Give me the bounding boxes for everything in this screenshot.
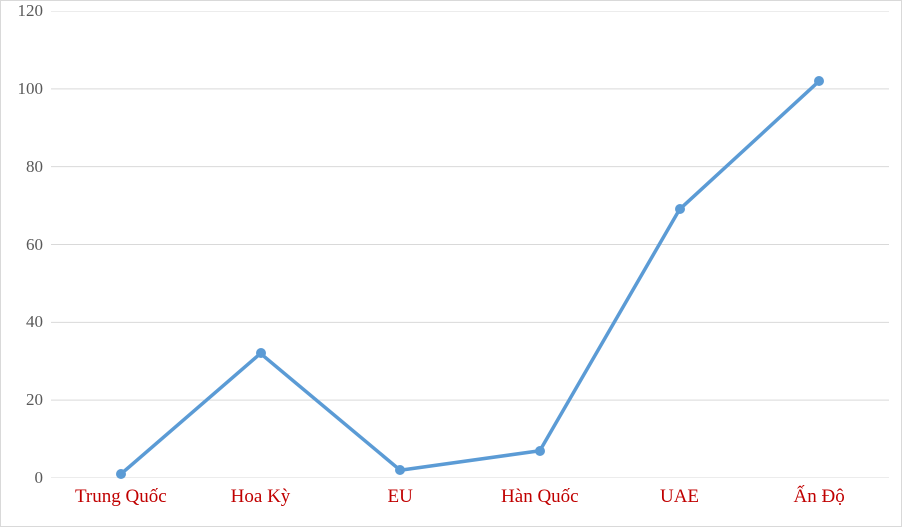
data-marker bbox=[675, 204, 685, 214]
ytick-label: 20 bbox=[26, 390, 51, 410]
ytick-label: 100 bbox=[18, 79, 52, 99]
ytick-label: 80 bbox=[26, 157, 51, 177]
xcat-label: Hàn Quốc bbox=[501, 478, 579, 508]
xcat-label: EU bbox=[387, 478, 412, 508]
data-marker bbox=[395, 465, 405, 475]
xcat-label: Ấn Độ bbox=[794, 478, 845, 508]
data-marker bbox=[535, 446, 545, 456]
marker-layer bbox=[51, 11, 889, 478]
ytick-label: 40 bbox=[26, 312, 51, 332]
xcat-label: UAE bbox=[660, 478, 699, 508]
ytick-label: 60 bbox=[26, 235, 51, 255]
data-marker bbox=[814, 76, 824, 86]
xcat-label: Hoa Kỳ bbox=[231, 478, 291, 508]
data-marker bbox=[256, 348, 266, 358]
plot-area: 020406080100120Trung QuốcHoa KỳEUHàn Quố… bbox=[51, 11, 889, 478]
ytick-label: 0 bbox=[35, 468, 52, 488]
ytick-label: 120 bbox=[18, 1, 52, 21]
chart-frame: 0 20 40 60 80 100 120 Trung Quốc Hoa Kỳ EU Hàn Quố… bbox=[0, 0, 902, 527]
xcat-label: Trung Quốc bbox=[75, 478, 167, 508]
